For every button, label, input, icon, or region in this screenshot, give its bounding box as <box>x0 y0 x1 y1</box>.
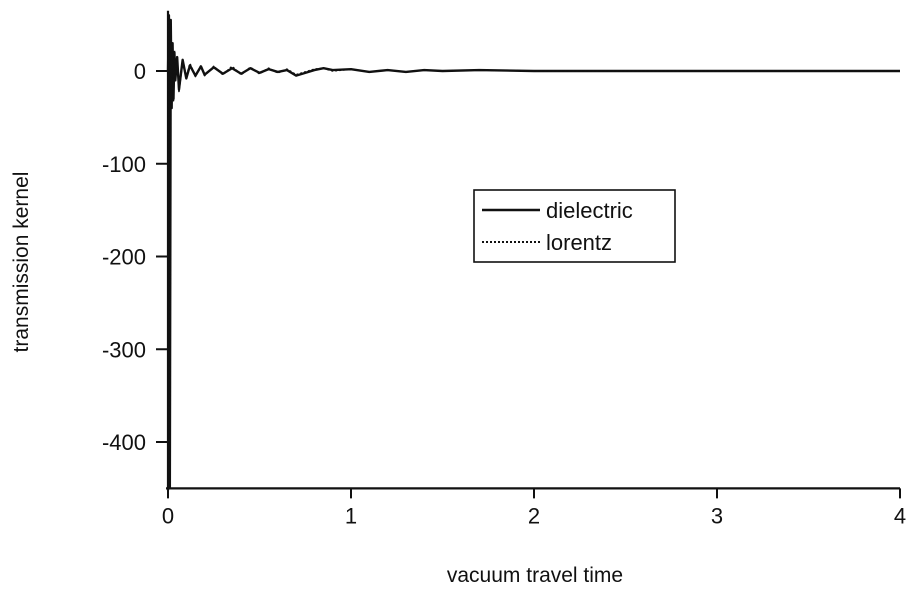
y-tick-label: -100 <box>102 152 146 177</box>
legend-label-dielectric: dielectric <box>546 198 633 223</box>
series-line-lorentz <box>167 16 900 485</box>
legend: dielectric lorentz <box>473 189 676 263</box>
x-tick-label: 2 <box>528 503 540 528</box>
legend-label-lorentz: lorentz <box>546 230 612 255</box>
series-layer <box>166 14 900 490</box>
legend-box <box>473 189 676 263</box>
y-tick-label: -300 <box>102 337 146 362</box>
x-tick-label: 0 <box>162 503 174 528</box>
y-tick-label: -400 <box>102 430 146 455</box>
y-tick-label: -200 <box>102 245 146 270</box>
x-axis-title: vacuum travel time <box>447 564 623 587</box>
x-tick-label: 4 <box>894 503 906 528</box>
y-axis-title: transmission kernel <box>10 172 33 353</box>
y-tick-label: 0 <box>134 59 146 84</box>
x-tick-label: 1 <box>345 503 357 528</box>
ticks-layer: 0 1 2 3 4 0 -100 -200 -300 -400 <box>102 59 906 528</box>
x-tick-label: 3 <box>711 503 723 528</box>
